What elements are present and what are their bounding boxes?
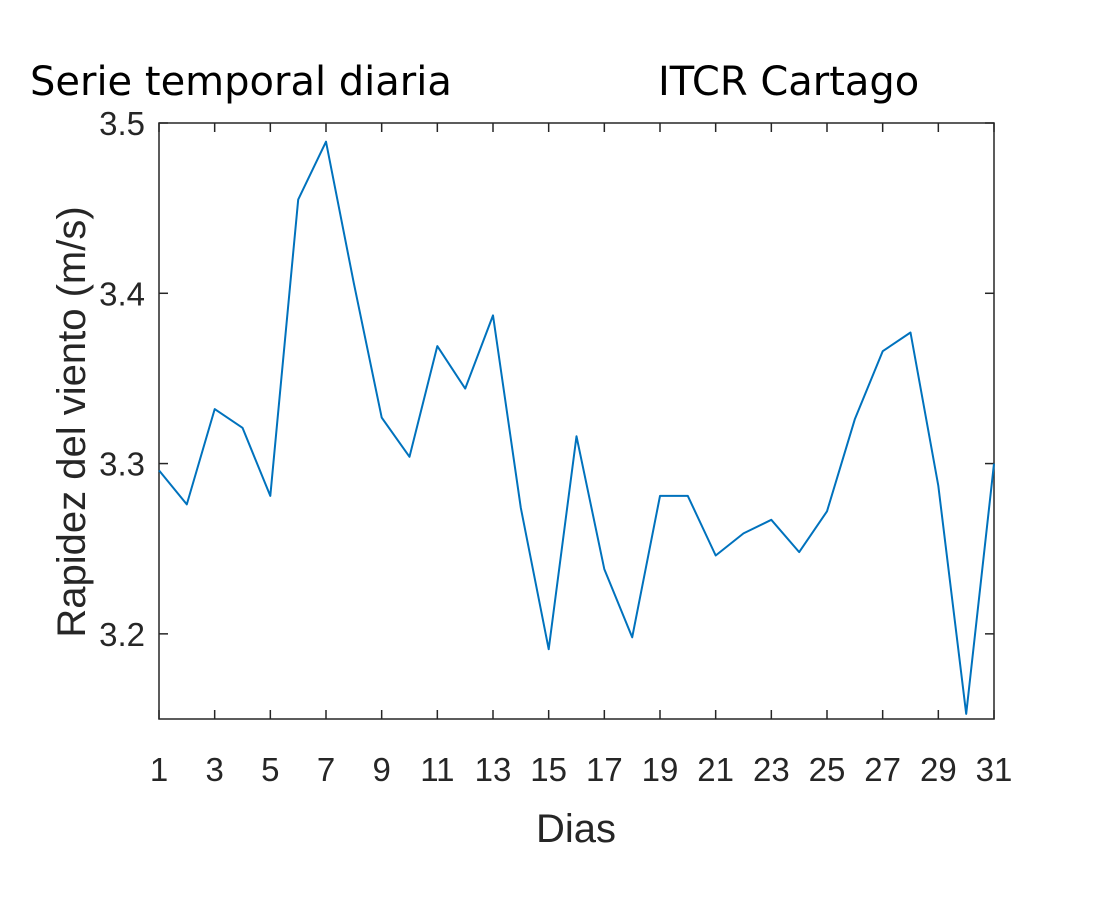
y-tick-label: 3.5 bbox=[99, 105, 145, 142]
x-tick-label: 1 bbox=[150, 751, 168, 788]
x-tick-label: 5 bbox=[261, 751, 279, 788]
y-axis-label: Rapidez del viento (m/s) bbox=[50, 206, 94, 637]
y-tick-label: 3.2 bbox=[99, 616, 145, 653]
x-tick-label: 25 bbox=[809, 751, 846, 788]
series-group bbox=[158, 140, 995, 715]
x-axis-ticks: 1 3 5 7 9 11 13 15 17 19 21 23 25 27 29 31 bbox=[150, 123, 1013, 788]
x-tick-label: 21 bbox=[697, 751, 734, 788]
x-tick-label: 19 bbox=[642, 751, 679, 788]
x-tick-label: 27 bbox=[864, 751, 901, 788]
x-axis-label: Dias bbox=[536, 807, 616, 851]
x-tick-label: 3 bbox=[205, 751, 223, 788]
plot-frame bbox=[158, 122, 995, 720]
y-tick-label: 3.3 bbox=[99, 446, 145, 483]
x-tick-label: 13 bbox=[475, 751, 512, 788]
x-tick-label: 7 bbox=[317, 751, 335, 788]
x-tick-label: 17 bbox=[586, 751, 623, 788]
series-line bbox=[158, 140, 995, 715]
x-tick-label: 23 bbox=[753, 751, 790, 788]
x-tick-label: 29 bbox=[920, 751, 957, 788]
y-tick-label: 3.4 bbox=[99, 275, 145, 312]
plot-axes bbox=[158, 122, 995, 720]
x-tick-label: 15 bbox=[530, 751, 567, 788]
chart-title: Serie temporal diaria bbox=[30, 59, 452, 105]
x-tick-label: 11 bbox=[420, 751, 454, 788]
x-tick-label: 9 bbox=[372, 751, 390, 788]
chart-subtitle: ITCR Cartago bbox=[658, 59, 919, 105]
x-tick-label: 31 bbox=[976, 751, 1013, 788]
y-axis-ticks: 3.2 3.3 3.4 3.5 bbox=[99, 105, 994, 653]
